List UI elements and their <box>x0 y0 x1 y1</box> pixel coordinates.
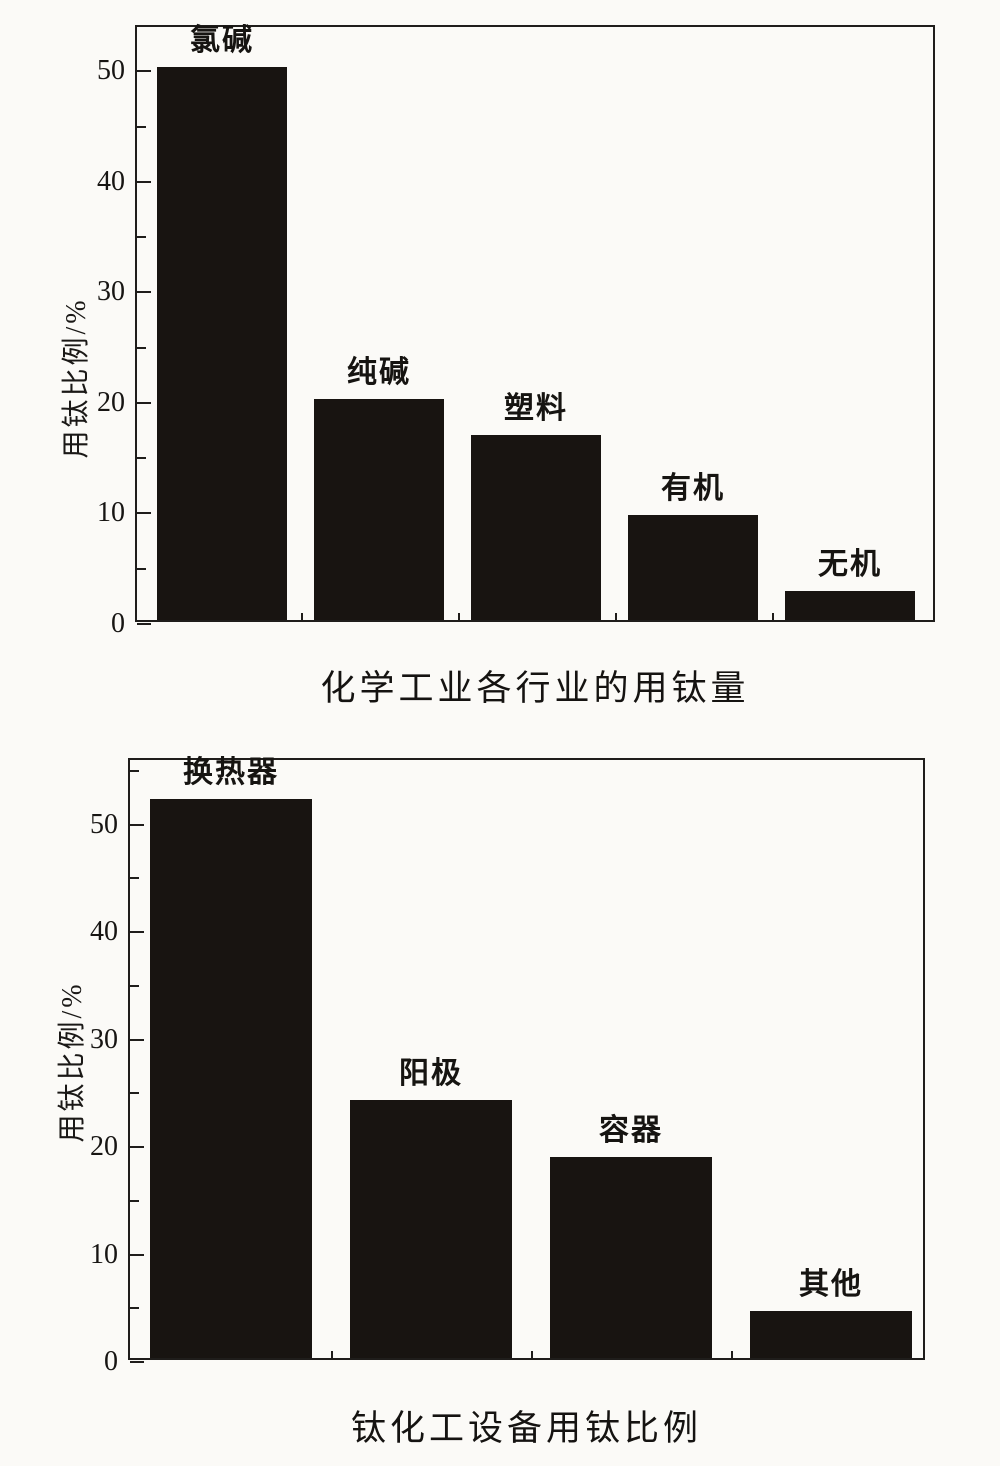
y-axis-tick-label: 10 <box>90 1238 118 1270</box>
x-axis-tick <box>614 613 617 620</box>
bar-1 <box>350 1100 512 1358</box>
y-axis-major-tick <box>137 512 151 515</box>
y-axis-minor-tick <box>130 769 139 772</box>
x-axis-tick <box>771 613 774 620</box>
y-axis-tick-label: 50 <box>90 808 118 840</box>
chart-title: 化学工业各行业的用钛量 <box>320 669 750 708</box>
y-axis-minor-tick <box>130 877 139 880</box>
y-axis-minor-tick <box>137 125 146 128</box>
bar-2 <box>550 1157 712 1358</box>
y-axis-major-tick <box>137 70 151 73</box>
x-axis-tick <box>457 613 460 620</box>
bar-label-3: 其他 <box>799 1268 863 1301</box>
bar-label-1: 阳极 <box>399 1057 463 1090</box>
bar-label-0: 氯碱 <box>190 24 254 57</box>
y-axis-tick-label: 40 <box>97 165 125 197</box>
y-axis-major-tick <box>130 823 144 826</box>
y-axis-minor-tick <box>137 457 146 460</box>
y-axis-minor-tick <box>130 984 139 987</box>
chart-title: 钛化工设备用钛比例 <box>350 1409 702 1448</box>
y-axis-tick-label: 30 <box>90 1023 118 1055</box>
bar-label-2: 容器 <box>599 1114 663 1147</box>
bar-label-4: 无机 <box>818 548 882 581</box>
y-axis-tick-label: 20 <box>90 1131 118 1162</box>
bar-label-0: 换热器 <box>183 756 279 789</box>
bar-label-3: 有机 <box>661 472 725 505</box>
y-axis-minor-tick <box>137 567 146 570</box>
bar-0 <box>150 799 312 1358</box>
x-axis-tick <box>300 613 303 620</box>
y-axis-tick-label: 40 <box>90 916 118 947</box>
y-axis-minor-tick <box>130 1092 139 1095</box>
x-axis-tick <box>331 1351 333 1358</box>
x-axis-tick <box>731 1351 733 1358</box>
y-axis-major-tick <box>130 1253 144 1256</box>
x-axis-tick <box>531 1351 533 1358</box>
plot-area: 0 10 20 30 40 50 换热器阳极容器其他 <box>90 756 925 1376</box>
y-axis-tick-label: 30 <box>97 276 125 308</box>
y-axis-major-tick <box>137 623 151 625</box>
y-axis-title: 用钛比例/% <box>57 981 88 1143</box>
bar-label-1: 纯碱 <box>347 356 411 389</box>
y-axis-tick-label: 0 <box>104 1346 118 1377</box>
y-axis-tick-label: 20 <box>97 386 125 418</box>
y-axis-tick-label: 10 <box>97 497 125 529</box>
y-axis-title: 用钛比例/% <box>61 297 92 459</box>
y-axis-tick-label: 0 <box>111 608 125 639</box>
bar-3 <box>628 515 758 620</box>
bar-1 <box>314 399 444 620</box>
y-axis-major-tick <box>137 180 151 183</box>
bar-4 <box>785 591 915 620</box>
y-axis-minor-tick <box>130 1307 139 1310</box>
plot-area: 0 10 20 30 40 50 氯碱纯碱塑料有机无机 <box>97 24 935 638</box>
bar-3 <box>750 1311 912 1358</box>
y-axis-major-tick <box>137 291 151 294</box>
bar-0 <box>157 67 287 620</box>
y-axis-major-tick <box>130 1146 144 1148</box>
bar-label-2: 塑料 <box>504 392 568 425</box>
y-axis-major-tick <box>137 401 151 404</box>
y-axis-minor-tick <box>137 346 146 349</box>
y-axis-minor-tick <box>137 236 146 239</box>
y-axis-minor-tick <box>130 1199 139 1202</box>
y-axis-tick-label: 50 <box>97 55 125 87</box>
y-axis-major-tick <box>130 931 144 933</box>
bar-2 <box>471 435 601 620</box>
y-axis-major-tick <box>130 1361 144 1363</box>
y-axis-major-tick <box>130 1038 144 1041</box>
